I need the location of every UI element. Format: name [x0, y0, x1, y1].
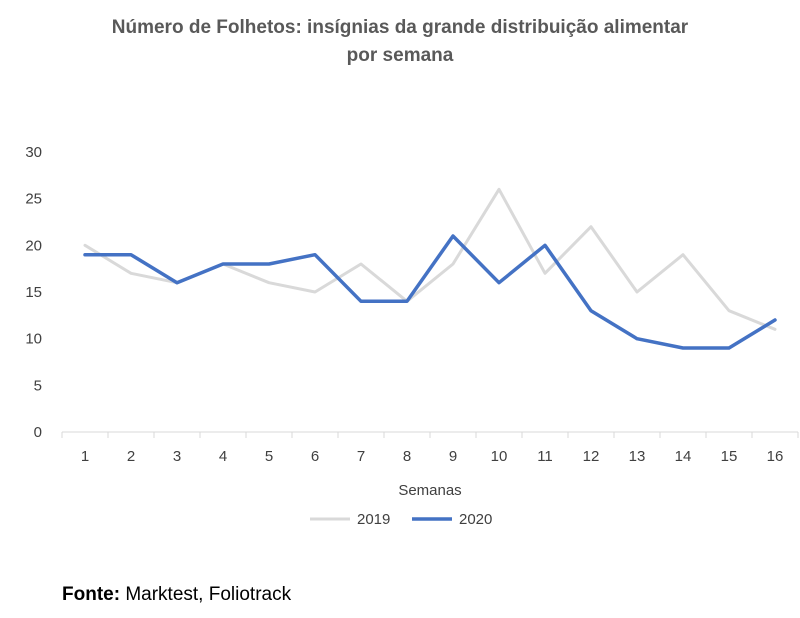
- x-tick-label: 4: [219, 448, 227, 465]
- x-tick-label: 11: [537, 448, 553, 465]
- x-tick-label: 14: [675, 448, 692, 465]
- x-tick-label: 13: [629, 448, 646, 465]
- legend: 2019 2020: [310, 511, 492, 528]
- y-tick-label: 15: [25, 284, 42, 301]
- x-axis: [61, 431, 799, 438]
- chart-title-block: Número de Folhetos: insígnias da grande …: [0, 14, 800, 70]
- legend-item-2020: 2020: [412, 511, 492, 528]
- x-tick-label: 7: [357, 448, 365, 465]
- legend-label: 2020: [459, 511, 492, 528]
- series-line-2019: [83, 187, 777, 331]
- series-line-2020: [83, 234, 777, 350]
- x-tick-label: 10: [491, 448, 508, 465]
- y-axis-ticks: 0 5 10 15 20 25 30: [25, 144, 42, 441]
- y-tick-label: 10: [25, 331, 42, 348]
- x-tick-label: 8: [403, 448, 411, 465]
- x-tick-label: 1: [81, 448, 89, 465]
- x-tick-label: 3: [173, 448, 181, 465]
- x-tick-label: 6: [311, 448, 319, 465]
- x-tick-label: 9: [449, 448, 457, 465]
- x-tick-label: 12: [583, 448, 600, 465]
- y-tick-label: 25: [25, 191, 42, 208]
- series-lines: [83, 187, 777, 350]
- y-tick-label: 20: [25, 237, 42, 254]
- legend-label: 2019: [357, 511, 390, 528]
- chart-title: Número de Folhetos: insígnias da grande …: [111, 17, 689, 38]
- source-note: Fonte: Marktest, Foliotrack: [62, 584, 291, 606]
- y-tick-label: 0: [34, 424, 42, 441]
- x-tick-label: 16: [767, 448, 784, 465]
- legend-item-2019: 2019: [310, 511, 390, 528]
- source-text: Marktest, Foliotrack: [125, 584, 292, 605]
- y-tick-label: 5: [34, 377, 42, 394]
- x-tick-label: 5: [265, 448, 273, 465]
- chart-subtitle: por semana: [346, 45, 454, 66]
- source-label: Fonte:: [62, 584, 121, 605]
- x-axis-ticks: 1 2 3 4 5 6 7 8 9 10 11 12 13 14 15 16: [81, 448, 784, 465]
- y-tick-label: 30: [25, 144, 42, 161]
- x-tick-label: 2: [127, 448, 135, 465]
- x-axis-label: Semanas: [398, 482, 461, 499]
- x-tick-label: 15: [721, 448, 738, 465]
